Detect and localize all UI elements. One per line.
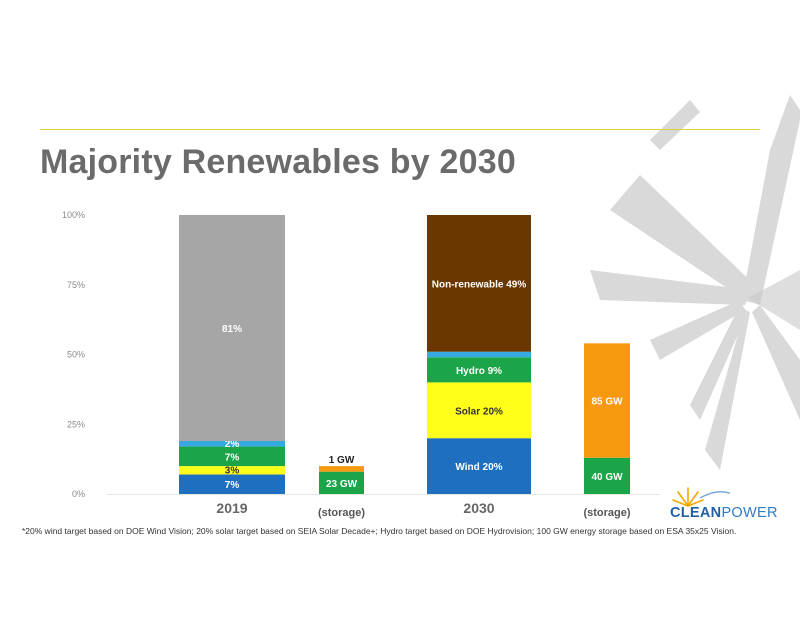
data-label: 23 GW	[326, 479, 358, 490]
sunburst-logo-icon	[672, 487, 730, 507]
x-sublabel: (storage)	[583, 507, 630, 519]
bar-segment	[179, 474, 285, 494]
bar-stack: 23 GW 1 GW	[319, 455, 364, 494]
x-category-label: 2019	[216, 500, 247, 516]
data-label: Non-renewable 49%	[432, 279, 527, 290]
logo-wordmark: CLEANPOWER	[670, 505, 778, 521]
bar-segment	[179, 446, 285, 467]
cleanpower-logo: CLEANPOWER	[668, 486, 793, 526]
data-label: Wind 20%	[455, 462, 502, 473]
logo-power: POWER	[721, 505, 778, 521]
footnote: *20% wind target based on DOE Wind Visio…	[22, 526, 737, 536]
bar-segment	[319, 471, 364, 494]
data-label: 1 GW	[329, 455, 355, 466]
page-title: Majority Renewables by 2030	[40, 143, 516, 181]
x-axis: 2019 (storage) 2030 (storage)	[216, 500, 630, 519]
x-category-label: 2030	[463, 500, 494, 516]
bar-segment	[584, 457, 630, 494]
data-label: 40 GW	[591, 472, 623, 483]
bar-segment	[427, 382, 531, 439]
bar-segment	[427, 215, 531, 352]
accent-rule	[40, 129, 760, 130]
y-tick-label: 25%	[67, 419, 85, 429]
bar-segment	[427, 351, 531, 358]
data-label: 2%	[225, 439, 240, 450]
bar-segment	[584, 343, 630, 458]
bars-group: 7% 3% 7% 2% 81% 23 GW 1 GW Wind 20% Solar 20% Hyd…	[179, 215, 630, 494]
y-tick-label: 100%	[62, 210, 85, 220]
data-label: Hydro 9%	[456, 366, 502, 377]
bar-segment	[179, 215, 285, 441]
data-label: 7%	[225, 480, 240, 491]
bar-segment	[427, 438, 531, 494]
data-label: 7%	[225, 452, 240, 463]
y-axis: 0% 25% 50% 75% 100%	[62, 210, 660, 499]
data-label: Solar 20%	[455, 406, 503, 417]
bar-segment	[179, 466, 285, 475]
y-tick-label: 75%	[67, 280, 85, 290]
y-tick-label: 50%	[67, 350, 85, 360]
bar-segment	[179, 440, 285, 447]
bar-segment	[319, 466, 364, 472]
bar-stack: 7% 3% 7% 2% 81%	[179, 215, 285, 494]
data-label: 85 GW	[591, 397, 623, 408]
logo-clean: CLEAN	[670, 505, 722, 521]
data-label: 3%	[225, 465, 240, 476]
x-sublabel: (storage)	[318, 507, 365, 519]
data-label: 81%	[222, 324, 242, 335]
y-tick-label: 0%	[72, 489, 85, 499]
bar-segment	[427, 357, 531, 383]
bar-stack: 40 GW 85 GW	[584, 343, 630, 494]
bar-stack: Wind 20%Solar 20%Hydro 9%Other RE 2%Non-…	[427, 215, 531, 494]
